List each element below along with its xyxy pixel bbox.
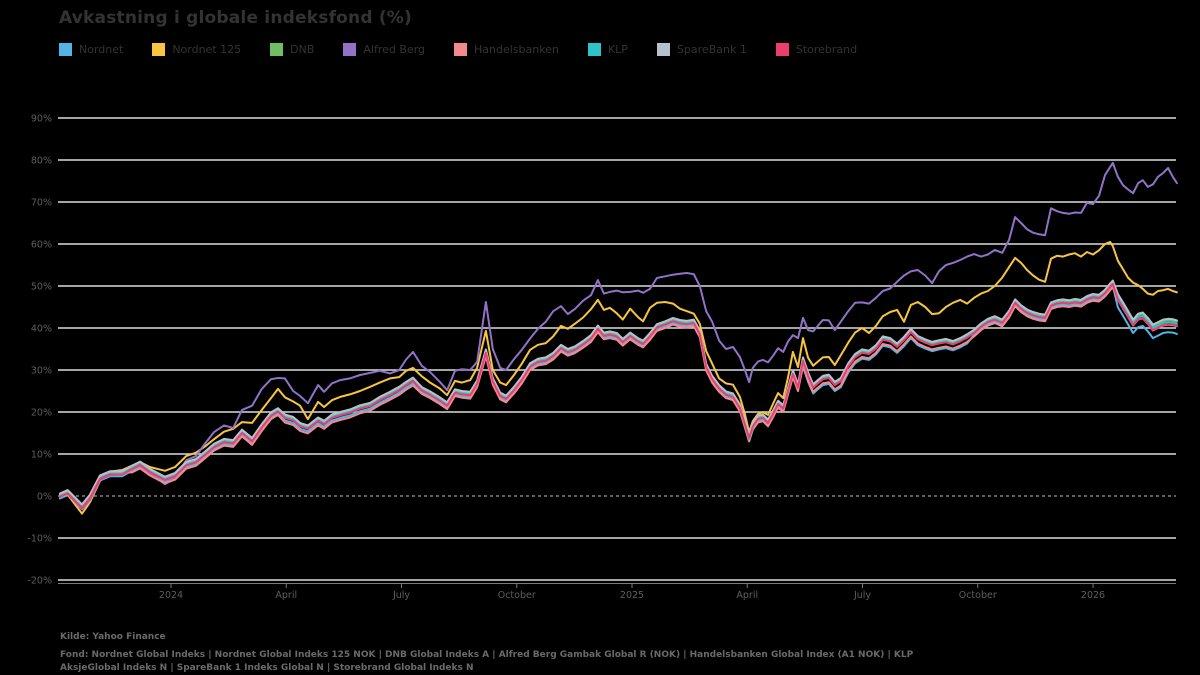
legend-label: SpareBank 1	[676, 43, 747, 56]
x-tick-label: April	[275, 590, 297, 601]
legend-item-dnb: DNB	[270, 43, 314, 56]
legend-item-klp: KLP	[587, 43, 628, 56]
y-tick-label: 10%	[31, 450, 52, 461]
legend-label: Nordnet 125	[172, 43, 242, 56]
legend-item-sparebank-1: SpareBank 1	[656, 43, 747, 56]
legend-label: Storebrand	[795, 43, 858, 56]
legend-item-nordnet-125: Nordnet 125	[152, 43, 241, 56]
legend-item-handelsbanken: Handelsbanken	[454, 43, 559, 56]
series-line-nordnet-125	[58, 240, 1178, 515]
x-tick-label: April	[736, 590, 758, 601]
legend-item-alfred-berg: Alfred Berg	[343, 43, 425, 56]
funds-note-line1: Fond: Nordnet Global Indeks | Nordnet Gl…	[60, 650, 914, 660]
y-tick-label: 90%	[31, 114, 52, 125]
y-tick-label: 60%	[31, 240, 52, 251]
source-note: Kilde: Yahoo Finance	[60, 632, 166, 642]
x-tick-label: October	[498, 590, 536, 601]
chart-title: Avkastning i globale indeksfond (%)	[59, 8, 413, 28]
series-line-handelsbanken	[58, 286, 1178, 506]
legend-label: Handelsbanken	[474, 43, 559, 56]
x-tick-label: July	[853, 590, 871, 601]
legend-label: DNB	[290, 43, 315, 56]
series-line-sparebank-1	[58, 279, 1178, 506]
x-tick-label: 2026	[1081, 590, 1105, 601]
legend-item-nordnet: Nordnet	[59, 43, 123, 56]
y-tick-label: -20%	[27, 576, 52, 587]
series-line-alfred-berg	[58, 161, 1178, 511]
legend-swatch-icon	[656, 43, 670, 56]
y-tick-label: 50%	[31, 282, 52, 293]
series-line-nordnet	[58, 284, 1178, 511]
x-tick-label: July	[392, 590, 410, 601]
x-tick-label: October	[959, 590, 997, 601]
legend-item-storebrand: Storebrand	[775, 43, 858, 56]
y-tick-label: 80%	[31, 156, 52, 167]
legend-swatch-icon	[59, 43, 72, 56]
legend-swatch-icon	[454, 43, 468, 56]
legend-label: KLP	[607, 43, 628, 56]
x-tick-label: 2025	[620, 590, 644, 601]
legend-swatch-icon	[343, 43, 357, 56]
x-tick-label: 2024	[159, 590, 183, 601]
legend-swatch-icon	[587, 43, 601, 56]
y-tick-label: 70%	[31, 198, 52, 209]
legend-swatch-icon	[775, 43, 789, 56]
legend: Nordnet Nordnet 125 DNB Alfred Berg Handelsb…	[59, 43, 857, 56]
chart-footer: Kilde: Yahoo Finance Fond: Nordnet Globa…	[60, 631, 913, 675]
y-tick-label: 0%	[37, 492, 52, 503]
y-tick-label: 30%	[31, 366, 52, 377]
legend-swatch-icon	[270, 43, 284, 56]
legend-label: Nordnet	[79, 43, 124, 56]
y-tick-label: -10%	[27, 534, 52, 545]
y-tick-label: 20%	[31, 408, 52, 419]
series-line-storebrand	[58, 282, 1178, 509]
funds-note-line2: AksjeGlobal Indeks N | SpareBank 1 Indek…	[60, 663, 474, 673]
y-tick-label: 40%	[31, 324, 52, 335]
legend-swatch-icon	[152, 43, 166, 56]
legend-label: Alfred Berg	[363, 43, 426, 56]
